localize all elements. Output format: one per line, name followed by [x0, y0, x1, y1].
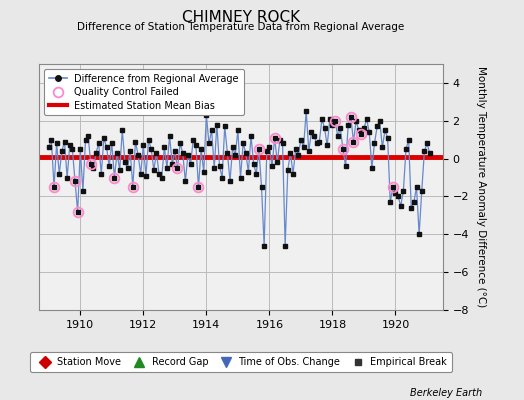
Legend: Difference from Regional Average, Quality Control Failed, Estimated Station Mean: Difference from Regional Average, Qualit… — [44, 69, 244, 115]
Text: Berkeley Earth: Berkeley Earth — [410, 388, 482, 398]
Text: CHIMNEY ROCK: CHIMNEY ROCK — [182, 10, 300, 25]
Legend: Station Move, Record Gap, Time of Obs. Change, Empirical Break: Station Move, Record Gap, Time of Obs. C… — [30, 352, 452, 372]
Y-axis label: Monthly Temperature Anomaly Difference (°C): Monthly Temperature Anomaly Difference (… — [476, 66, 486, 308]
Text: Difference of Station Temperature Data from Regional Average: Difference of Station Temperature Data f… — [78, 22, 405, 32]
